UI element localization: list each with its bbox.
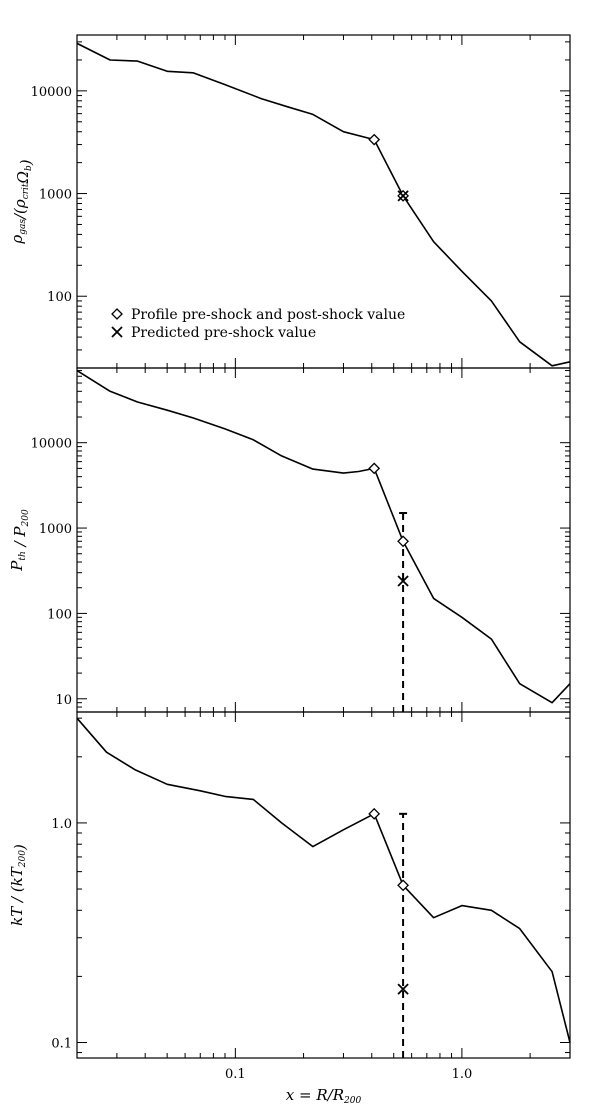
- diamond-marker: [368, 807, 381, 820]
- legend-diamond-symbol: [111, 308, 123, 320]
- y-axis-label: kT / (kT200): [8, 844, 29, 926]
- legend-label: Predicted pre-shock value: [131, 325, 316, 341]
- y-tick-label: 10000: [31, 85, 72, 100]
- y-tick-label: 1000: [39, 188, 72, 203]
- panel-frame: [76, 367, 571, 713]
- x-tick-label: 0.1: [225, 1067, 246, 1082]
- y-tick-label: 10000: [31, 437, 72, 452]
- x-tick-label: 1.0: [452, 1067, 473, 1082]
- y-tick-label: 100: [47, 290, 72, 305]
- y-axis-label: Pth / P200: [8, 509, 31, 572]
- y-tick-label: 10: [55, 693, 72, 708]
- panel-3: 0.1 1.0 kT / (kT200) 0.1 1.0 x = R/R200: [8, 711, 571, 1106]
- panel-frame: [76, 711, 571, 1059]
- profile-line: [76, 369, 571, 704]
- diamond-marker: [368, 133, 381, 146]
- cross-stroke: [397, 190, 409, 202]
- y-tick-label: 100: [47, 607, 72, 622]
- x-axis-label: x = R/R200: [286, 1086, 362, 1106]
- cross-marker: [397, 190, 409, 202]
- profile-line: [76, 42, 571, 367]
- legend-cross-symbol: [111, 326, 123, 338]
- y-axis-label: ρgas/(ρcritΩb): [8, 159, 35, 244]
- panel-2: 10 100 1000 10000 Pth / P200: [8, 367, 571, 713]
- y-tick-label: 1.0: [51, 817, 72, 832]
- profile-line: [76, 717, 571, 1043]
- cross-marker: [397, 983, 409, 995]
- panel-1: 100 1000 10000 ρgas/(ρcritΩb) Profile pre-sh…: [8, 34, 571, 369]
- diamond-marker: [397, 879, 410, 892]
- cross-stroke: [397, 575, 409, 587]
- y-tick-label: 0.1: [51, 1037, 72, 1052]
- cross-stroke: [397, 983, 409, 995]
- y-tick-label: 1000: [39, 522, 72, 537]
- cross-marker: [397, 575, 409, 587]
- legend-label: Profile pre-shock and post-shock value: [131, 307, 405, 323]
- diamond-marker: [368, 462, 381, 475]
- diamond-marker: [397, 535, 410, 548]
- legend: Profile pre-shock and post-shock value Pr…: [111, 307, 405, 341]
